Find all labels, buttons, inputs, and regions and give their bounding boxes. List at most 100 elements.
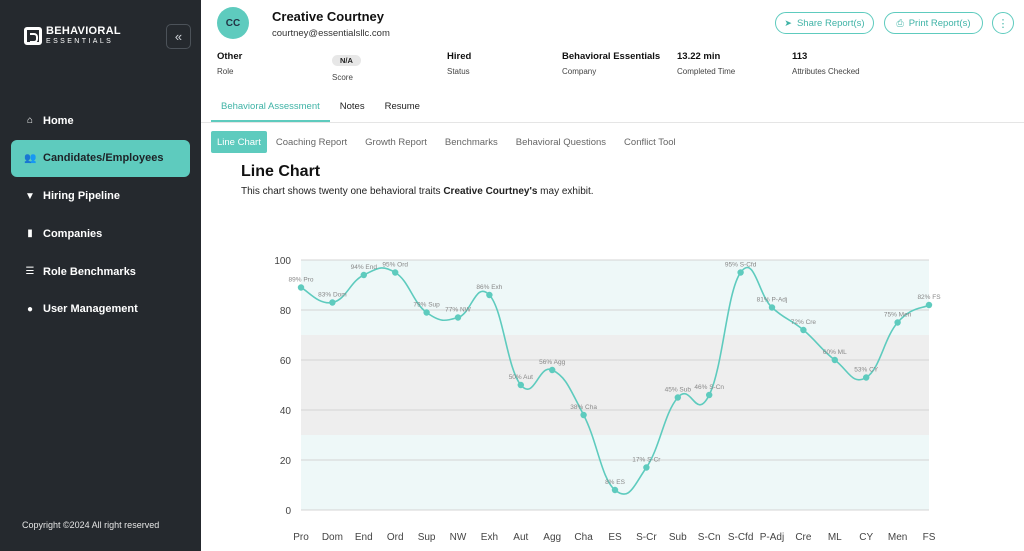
print-reports-label: Print Report(s) <box>908 17 971 29</box>
sidebar-item-home[interactable]: ⌂ Home <box>11 102 190 139</box>
subtab-conflict-tool[interactable]: Conflict Tool <box>624 136 676 148</box>
data-point-ord <box>392 269 399 276</box>
content-description: This chart shows twenty one behavioral t… <box>241 186 594 197</box>
info-role-label: Role <box>217 67 234 76</box>
tab-behavioral-assessment[interactable]: Behavioral Assessment <box>211 96 330 122</box>
data-point-end <box>360 271 367 279</box>
info-score: N/A Score <box>332 50 361 82</box>
building-icon: ▮ <box>27 228 33 240</box>
info-status-label: Status <box>447 67 470 76</box>
desc-candidate-name: Creative Courtney's <box>443 186 538 197</box>
info-company: Behavioral Essentials Company <box>562 51 660 76</box>
info-status-value: Hired <box>447 51 472 62</box>
collapse-sidebar-button[interactable]: « <box>166 24 191 49</box>
data-label: 95% Ord <box>382 262 408 269</box>
double-chevron-left-icon: « <box>174 29 183 44</box>
info-role-value: Other <box>217 51 243 62</box>
data-point-es <box>611 486 619 494</box>
data-point-aut <box>517 381 524 389</box>
x-tick-label: Aut <box>513 532 528 543</box>
sidebar-item-label: Hiring Pipeline <box>43 190 121 203</box>
data-point-ml <box>831 356 838 364</box>
data-label: 83% Dom <box>318 292 347 299</box>
data-label: 8% ES <box>605 479 626 486</box>
home-icon: ⌂ <box>26 115 34 126</box>
data-point-cha <box>580 411 587 419</box>
data-point-fs <box>925 301 933 309</box>
y-tick-label: 80 <box>280 306 292 317</box>
desc-prefix: This chart shows twenty one behavioral t… <box>241 186 444 197</box>
info-role: Other Role <box>217 51 242 76</box>
logo-line2: ESSENTIALS <box>46 38 114 45</box>
y-tick-label: 0 <box>285 506 291 517</box>
data-point-men <box>894 319 901 326</box>
more-options-button[interactable]: ⋮ <box>992 12 1014 34</box>
x-tick-label: Exh <box>481 532 498 543</box>
sidebar-item-hiring-pipeline[interactable]: ▼ Hiring Pipeline <box>11 178 190 215</box>
sidebar-item-label: Role Benchmarks <box>43 265 136 278</box>
data-point-pro <box>297 284 305 291</box>
data-label: 60% ML <box>823 349 847 356</box>
info-attributes-label: Attributes Checked <box>792 67 860 76</box>
data-point-exh <box>486 291 493 299</box>
tab-notes[interactable]: Notes <box>339 101 365 112</box>
print-reports-button[interactable]: ⎙ Print Report(s) <box>884 12 983 34</box>
info-company-value: Behavioral Essentials <box>562 51 661 62</box>
data-label: 79% Sup <box>413 302 440 309</box>
x-tick-label: P-Adj <box>760 532 784 543</box>
x-tick-label: Sub <box>669 532 687 543</box>
sidebar-item-role-benchmarks[interactable]: ☰ Role Benchmarks <box>11 253 190 290</box>
data-label: 53% CY <box>854 367 879 374</box>
brand-logo[interactable]: BEHAVIORAL ESSENTIALS <box>24 26 121 45</box>
subtab-coaching-report[interactable]: Coaching Report <box>275 136 348 148</box>
desc-suffix: may exhibit. <box>537 186 594 197</box>
printer-icon: ⎙ <box>896 17 904 28</box>
data-label: 86% Exh <box>476 284 502 291</box>
subtab-growth-report[interactable]: Growth Report <box>365 136 427 148</box>
y-tick-label: 100 <box>274 256 291 267</box>
data-point-nw <box>454 314 462 321</box>
chart-band-2 <box>301 435 929 510</box>
sidebar-item-candidates-employees[interactable]: 👥 Candidates/Employees <box>11 139 190 177</box>
data-point-s-cfd <box>737 269 744 276</box>
y-tick-label: 40 <box>280 406 292 417</box>
send-icon: ➤ <box>784 17 792 28</box>
data-label: 89% Pro <box>289 277 314 284</box>
user-icon: ● <box>26 303 34 315</box>
data-point-dom <box>329 299 336 306</box>
data-label: 75% Men <box>884 312 912 319</box>
data-label: 50% Aut <box>509 374 533 381</box>
data-point-cre <box>800 326 807 334</box>
data-label: 81% P-Adj <box>757 297 788 304</box>
sidebar-item-companies[interactable]: ▮ Companies <box>11 215 190 252</box>
tab-resume[interactable]: Resume <box>384 101 420 112</box>
x-tick-label: Agg <box>543 532 561 543</box>
x-tick-label: S-Cn <box>698 532 721 543</box>
sidebar-item-user-management[interactable]: ● User Management <box>11 291 190 328</box>
data-point-s-cr <box>643 464 650 471</box>
candidate-email: courtney@essentialsllc.com <box>272 28 390 39</box>
data-label: 94% End <box>351 264 378 271</box>
more-vertical-icon: ⋮ <box>997 17 1009 30</box>
data-label: 77% NW <box>445 307 472 314</box>
chart-band-0 <box>301 260 929 335</box>
x-tick-label: Pro <box>293 532 309 543</box>
subtab-line-chart[interactable]: Line Chart <box>211 131 267 153</box>
x-tick-label: FS <box>923 532 936 543</box>
subtab-benchmarks[interactable]: Benchmarks <box>444 136 498 148</box>
data-point-cy <box>863 374 870 381</box>
y-tick-label: 20 <box>280 456 292 467</box>
x-tick-label: Ord <box>387 532 404 543</box>
data-point-p-adj <box>768 304 776 311</box>
sidebar-item-label: User Management <box>43 303 138 316</box>
sub-tabs: Line Chart Coaching Report Growth Report… <box>211 131 685 153</box>
data-label: 38% Cha <box>570 404 597 411</box>
subtab-behavioral-questions[interactable]: Behavioral Questions <box>515 136 607 148</box>
info-attributes-value: 113 <box>792 51 808 62</box>
copyright-text: Copyright ©2024 All right reserved <box>22 520 160 530</box>
tabs-divider <box>201 122 1024 123</box>
share-reports-button[interactable]: ➤ Share Report(s) <box>775 12 874 34</box>
data-label: 56% Agg <box>539 359 565 366</box>
sliders-icon: ☰ <box>25 266 35 278</box>
data-label: 72% Cre <box>791 319 817 326</box>
